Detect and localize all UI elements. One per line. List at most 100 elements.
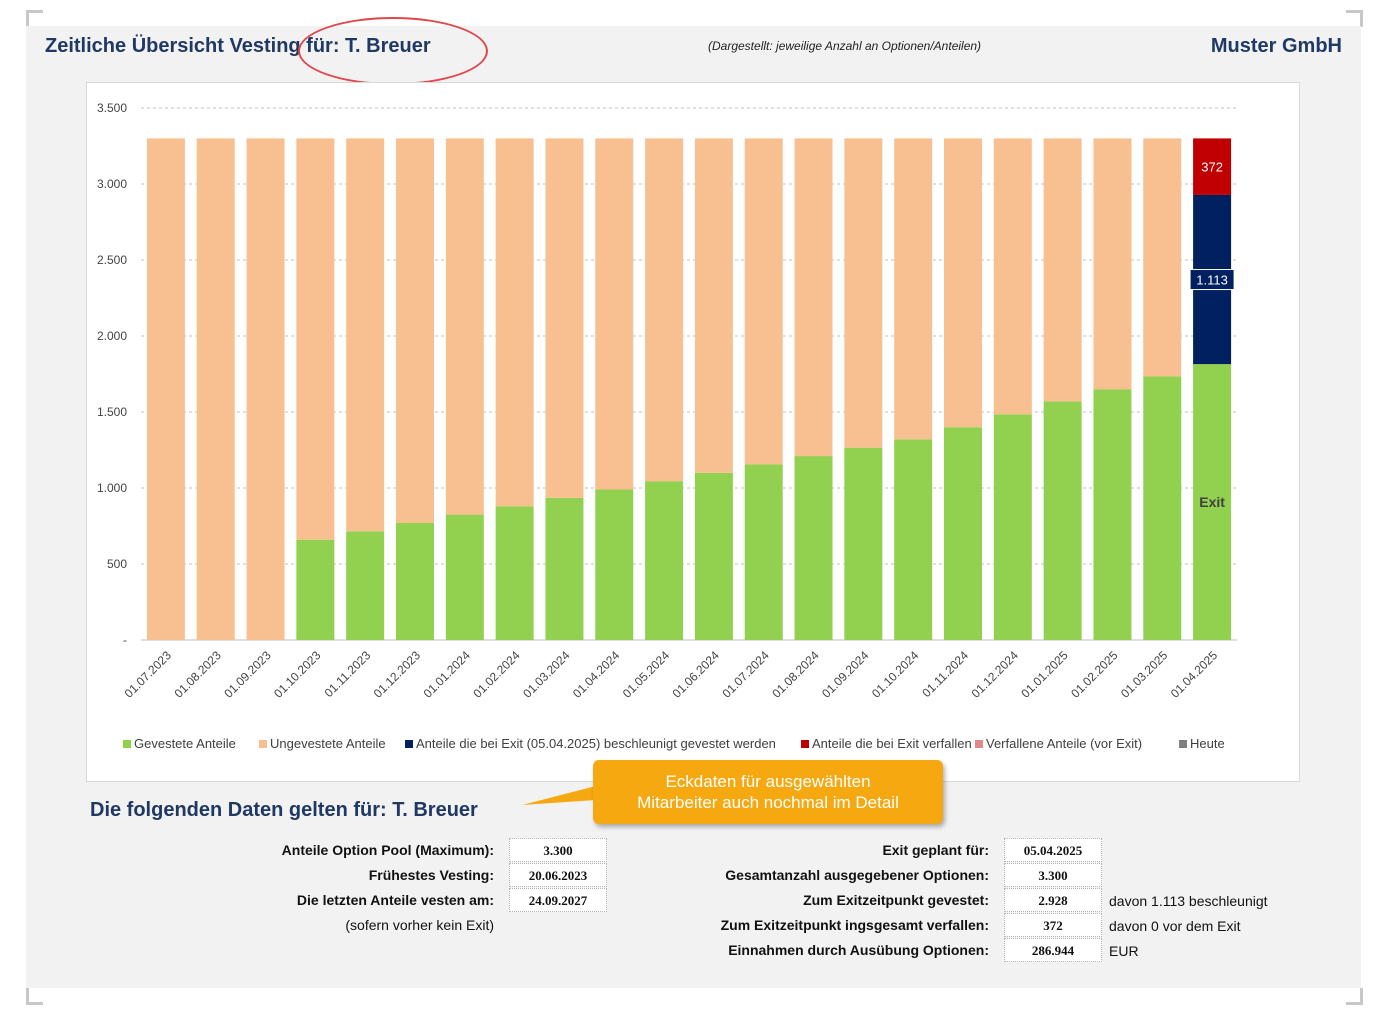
bar-segment <box>944 427 982 640</box>
legend-label: Anteile die bei Exit verfallen <box>812 736 972 751</box>
detail-label-last-vesting: Die letzten Anteile vesten am: <box>296 892 494 908</box>
x-tick-label: 01.05.2024 <box>620 648 673 701</box>
bar-segment <box>993 414 1032 640</box>
legend-label: Verfallene Anteile (vor Exit) <box>986 736 1142 751</box>
frame-corner-top-left <box>26 10 43 27</box>
details-section-title: Die folgenden Daten gelten für: T. Breue… <box>90 799 478 821</box>
detail-value-vested-at-exit: 2.928 <box>1004 888 1102 912</box>
detail-note-currency: EUR <box>1109 943 1139 959</box>
bar-segment <box>346 531 385 640</box>
bar-segment <box>844 138 883 448</box>
bar-segment <box>1193 364 1232 640</box>
y-tick-label: 3.000 <box>97 177 127 191</box>
y-tick-label: 1.000 <box>97 481 127 495</box>
exit-annotation: Exit <box>1199 494 1225 510</box>
detail-value-total-options: 3.300 <box>1004 863 1102 887</box>
x-tick-label: 01.12.2023 <box>371 648 424 701</box>
detail-value-exercise-income: 286.944 <box>1004 938 1102 962</box>
bar-segment <box>1093 389 1132 640</box>
bar-segment <box>744 138 783 465</box>
x-tick-label: 01.07.2024 <box>719 648 772 701</box>
detail-label-total-options: Gesamtanzahl ausgegebener Optionen: <box>725 867 989 883</box>
bar-segment <box>1043 138 1082 402</box>
bar-segment <box>1143 376 1182 640</box>
callout-line-1: Eckdaten für ausgewählten <box>665 772 871 791</box>
legend-label: Anteile die bei Exit (05.04.2025) beschl… <box>416 736 776 751</box>
legend-label: Ungevestete Anteile <box>270 736 386 751</box>
legend-swatch <box>123 740 131 748</box>
y-tick-label: 2.000 <box>97 329 127 343</box>
y-tick-label: 1.500 <box>97 405 127 419</box>
x-tick-label: 01.01.2025 <box>1018 648 1071 701</box>
bar-segment <box>595 489 634 640</box>
detail-value-earliest-vesting: 20.06.2023 <box>509 863 607 887</box>
bar-segment <box>894 138 933 440</box>
bar-segment <box>1143 138 1182 377</box>
bar-segment <box>1093 138 1132 390</box>
bar-segment <box>595 138 634 490</box>
detail-note-forfeited-before: davon 0 vor dem Exit <box>1109 918 1241 934</box>
x-tick-label: 01.08.2023 <box>171 648 224 701</box>
detail-value-pool-max: 3.300 <box>509 838 607 862</box>
x-tick-label: 01.11.2023 <box>322 648 374 700</box>
x-tick-label: 01.10.2023 <box>271 648 324 701</box>
detail-value-exit-date: 05.04.2025 <box>1004 838 1102 862</box>
bar-segment <box>296 539 335 640</box>
bar-segment <box>296 138 335 540</box>
x-tick-label: 01.03.2024 <box>520 648 573 701</box>
x-tick-label: 01.07.2023 <box>122 648 175 701</box>
legend-swatch <box>405 740 413 748</box>
detail-value-forfeited-at-exit: 372 <box>1004 913 1102 937</box>
x-tick-label: 01.09.2024 <box>819 648 872 701</box>
detail-label-exercise-income: Einnahmen durch Ausübung Optionen: <box>728 942 989 958</box>
y-tick-label: 2.500 <box>97 253 127 267</box>
legend-swatch <box>801 740 809 748</box>
x-tick-label: 01.04.2025 <box>1168 648 1221 701</box>
y-tick-label: - <box>123 633 127 647</box>
chart-area: - 500 1.000 1.500 2.000 2.500 3.000 3.500 01.07.… <box>86 82 1300 782</box>
legend-swatch <box>975 740 983 748</box>
detail-label-earliest-vesting: Frühestes Vesting: <box>368 867 494 883</box>
detail-label-forfeited-at-exit: Zum Exitzeitpunkt ingsgesamt verfallen: <box>720 917 989 933</box>
vesting-chart: - 500 1.000 1.500 2.000 2.500 3.000 3.500 01.07.… <box>97 101 1237 751</box>
bar-segment <box>993 138 1032 415</box>
detail-label-pool-max: Anteile Option Pool (Maximum): <box>281 842 494 858</box>
x-tick-label: 01.11.2024 <box>919 648 971 700</box>
bar-segment <box>645 138 684 482</box>
highlight-circle <box>298 17 488 85</box>
x-tick-label: 01.03.2025 <box>1118 648 1171 701</box>
x-tick-label: 01.02.2025 <box>1068 648 1121 701</box>
bar-segment <box>944 138 982 428</box>
detail-label-exit-date: Exit geplant für: <box>882 842 989 858</box>
bar-segment <box>794 138 833 457</box>
callout-box: Eckdaten für ausgewählten Mitarbeiter au… <box>593 760 943 824</box>
bar-segment <box>495 138 534 507</box>
bar-segment <box>645 481 684 640</box>
y-tick-label: 500 <box>107 557 127 571</box>
bar-segment <box>246 138 285 640</box>
page-subtitle: (Dargestellt: jeweilige Anzahl an Option… <box>708 39 982 53</box>
bar-segment <box>196 138 235 640</box>
bar-segment <box>694 138 733 473</box>
bar-segment <box>445 138 484 515</box>
frame-corner-top-right <box>1346 10 1363 27</box>
bar-segment <box>545 497 584 640</box>
detail-label-vested-at-exit: Zum Exitzeitpunkt gevestet: <box>803 892 989 908</box>
bar-segment <box>694 472 733 640</box>
company-name: Muster GmbH <box>1210 35 1342 57</box>
bar-segment <box>346 138 385 532</box>
x-tick-label: 01.01.2024 <box>421 648 474 701</box>
frame-corner-bottom-left <box>26 988 43 1005</box>
legend-label: Heute <box>1190 736 1225 751</box>
y-tick-label: 3.500 <box>97 101 127 115</box>
bar-segment <box>396 138 434 523</box>
x-tick-label: 01.10.2024 <box>869 648 922 701</box>
x-tick-label: 01.12.2024 <box>969 648 1022 701</box>
x-tick-label: 01.04.2024 <box>570 648 623 701</box>
bar-segment <box>495 506 534 640</box>
bar-segment <box>1043 401 1082 640</box>
legend-label: Gevestete Anteile <box>134 736 236 751</box>
bar-segment <box>744 464 783 640</box>
detail-value-last-vesting: 24.09.2027 <box>509 888 607 912</box>
bar-segment <box>844 447 883 640</box>
